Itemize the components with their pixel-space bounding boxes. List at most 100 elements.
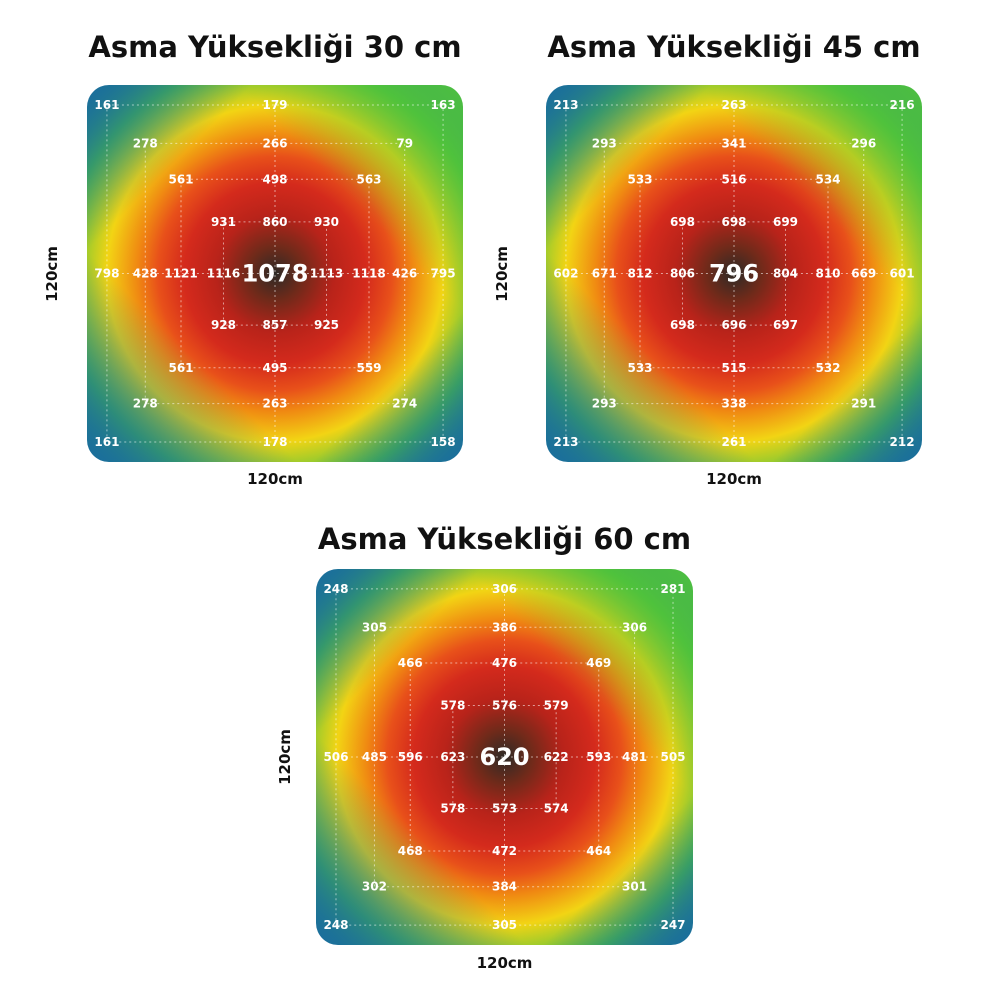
- chart-title: Asma Yüksekliği 45 cm: [547, 30, 921, 64]
- value-label: 179: [262, 98, 287, 112]
- value-label: 1121: [164, 267, 197, 281]
- value-label: 533: [627, 172, 652, 186]
- value-label: 216: [890, 98, 915, 112]
- grid-ring: [639, 178, 829, 369]
- value-label: 669: [851, 267, 876, 281]
- value-label: 928: [211, 318, 236, 332]
- value-label: 1116: [207, 267, 240, 281]
- value-label: 293: [592, 136, 617, 150]
- value-label: 305: [492, 918, 517, 932]
- chart-title: Asma Yüksekliği 60 cm: [317, 522, 692, 556]
- value-label: 812: [627, 267, 652, 281]
- value-label: 622: [544, 750, 569, 764]
- value-label: 464: [586, 844, 611, 858]
- value-label: 697: [773, 318, 798, 332]
- value-label: 696: [721, 318, 746, 332]
- value-label: 698: [670, 318, 695, 332]
- value-label: 213: [553, 435, 578, 449]
- value-label: 476: [492, 656, 517, 670]
- value-label: 428: [133, 267, 158, 281]
- value-label: 296: [851, 136, 876, 150]
- center-value-label: 620: [479, 743, 529, 771]
- value-label: 161: [94, 435, 119, 449]
- value-label: 561: [168, 172, 193, 186]
- value-label: 163: [431, 98, 456, 112]
- y-axis-label: 120cm: [493, 245, 511, 302]
- y-axis-label: 120cm: [276, 729, 294, 785]
- value-label: 338: [721, 397, 746, 411]
- grid-ring: [335, 588, 674, 926]
- chart-title: Asma Yüksekliği 30 cm: [88, 30, 462, 64]
- x-axis-label: 120cm: [476, 954, 533, 972]
- value-label: 806: [670, 267, 695, 281]
- value-label: 79: [396, 136, 413, 150]
- value-label: 505: [660, 750, 685, 764]
- value-label: 698: [721, 215, 746, 229]
- value-label: 574: [544, 802, 569, 816]
- heatmap-svg: 213 263 216 293 341 296 533 516 534 698 698 699 602 6…: [553, 98, 915, 449]
- value-label: 426: [392, 267, 417, 281]
- value-label: 178: [262, 435, 287, 449]
- value-label: 563: [356, 172, 381, 186]
- value-label: 601: [890, 267, 915, 281]
- value-label: 857: [262, 318, 287, 332]
- value-label: 212: [890, 435, 915, 449]
- grid-ring: [180, 178, 370, 369]
- x-axis-label: 120cm: [706, 470, 762, 488]
- y-axis-label: 120cm: [43, 245, 61, 302]
- value-label: 278: [133, 136, 158, 150]
- grid-ring: [565, 104, 903, 443]
- value-label: 515: [721, 361, 746, 375]
- value-label: 278: [133, 397, 158, 411]
- value-label: 699: [773, 215, 798, 229]
- value-label: 301: [622, 880, 647, 894]
- value-label: 213: [553, 98, 578, 112]
- value-label: 498: [262, 172, 287, 186]
- value-label: 573: [492, 802, 517, 816]
- value-label: 266: [262, 136, 287, 150]
- grid-lines: [565, 104, 903, 443]
- value-label: 485: [362, 750, 387, 764]
- value-label: 698: [670, 215, 695, 229]
- value-label: 468: [398, 844, 423, 858]
- value-label: 931: [211, 215, 236, 229]
- value-label: 158: [431, 435, 456, 449]
- value-label: 798: [94, 267, 119, 281]
- value-label: 469: [586, 656, 611, 670]
- value-label: 578: [440, 802, 465, 816]
- center-value-label: 796: [709, 260, 759, 288]
- value-label: 261: [721, 435, 746, 449]
- value-label: 247: [660, 918, 685, 932]
- value-label: 602: [553, 267, 578, 281]
- grid-ring: [106, 104, 444, 443]
- value-label: 532: [815, 361, 840, 375]
- heatmap-svg: 248 306 281 305 386 306 466 476 469 578 576 579 506 4…: [323, 582, 685, 932]
- grid-lines: [106, 104, 444, 443]
- value-label: 302: [362, 880, 387, 894]
- value-label: 291: [851, 397, 876, 411]
- value-label: 795: [431, 267, 456, 281]
- value-label: 671: [592, 267, 617, 281]
- value-label: 305: [362, 620, 387, 634]
- grid-ring: [409, 662, 600, 852]
- value-label: 506: [323, 750, 348, 764]
- heatmap-svg: 161 179 163 278 266 79 561 498 563 931 860 930 798 42…: [94, 98, 456, 449]
- value-label: 925: [314, 318, 339, 332]
- value-label: 386: [492, 620, 517, 634]
- value-label: 516: [721, 172, 746, 186]
- grid-ring: [373, 626, 636, 888]
- value-label: 1118: [352, 267, 385, 281]
- heatmap-area: 213 263 216 293 341 296 533 516 534 698 698 699 602 6…: [546, 85, 922, 462]
- value-label: 263: [721, 98, 746, 112]
- value-label: 810: [815, 267, 840, 281]
- value-label: 341: [721, 136, 746, 150]
- value-label: 1113: [310, 267, 343, 281]
- value-label: 561: [168, 361, 193, 375]
- value-label: 579: [544, 698, 569, 712]
- value-label: 534: [815, 172, 840, 186]
- value-label: 804: [773, 267, 798, 281]
- value-label: 860: [262, 215, 287, 229]
- value-label: 472: [492, 844, 517, 858]
- value-label: 248: [323, 582, 348, 596]
- value-label: 263: [262, 397, 287, 411]
